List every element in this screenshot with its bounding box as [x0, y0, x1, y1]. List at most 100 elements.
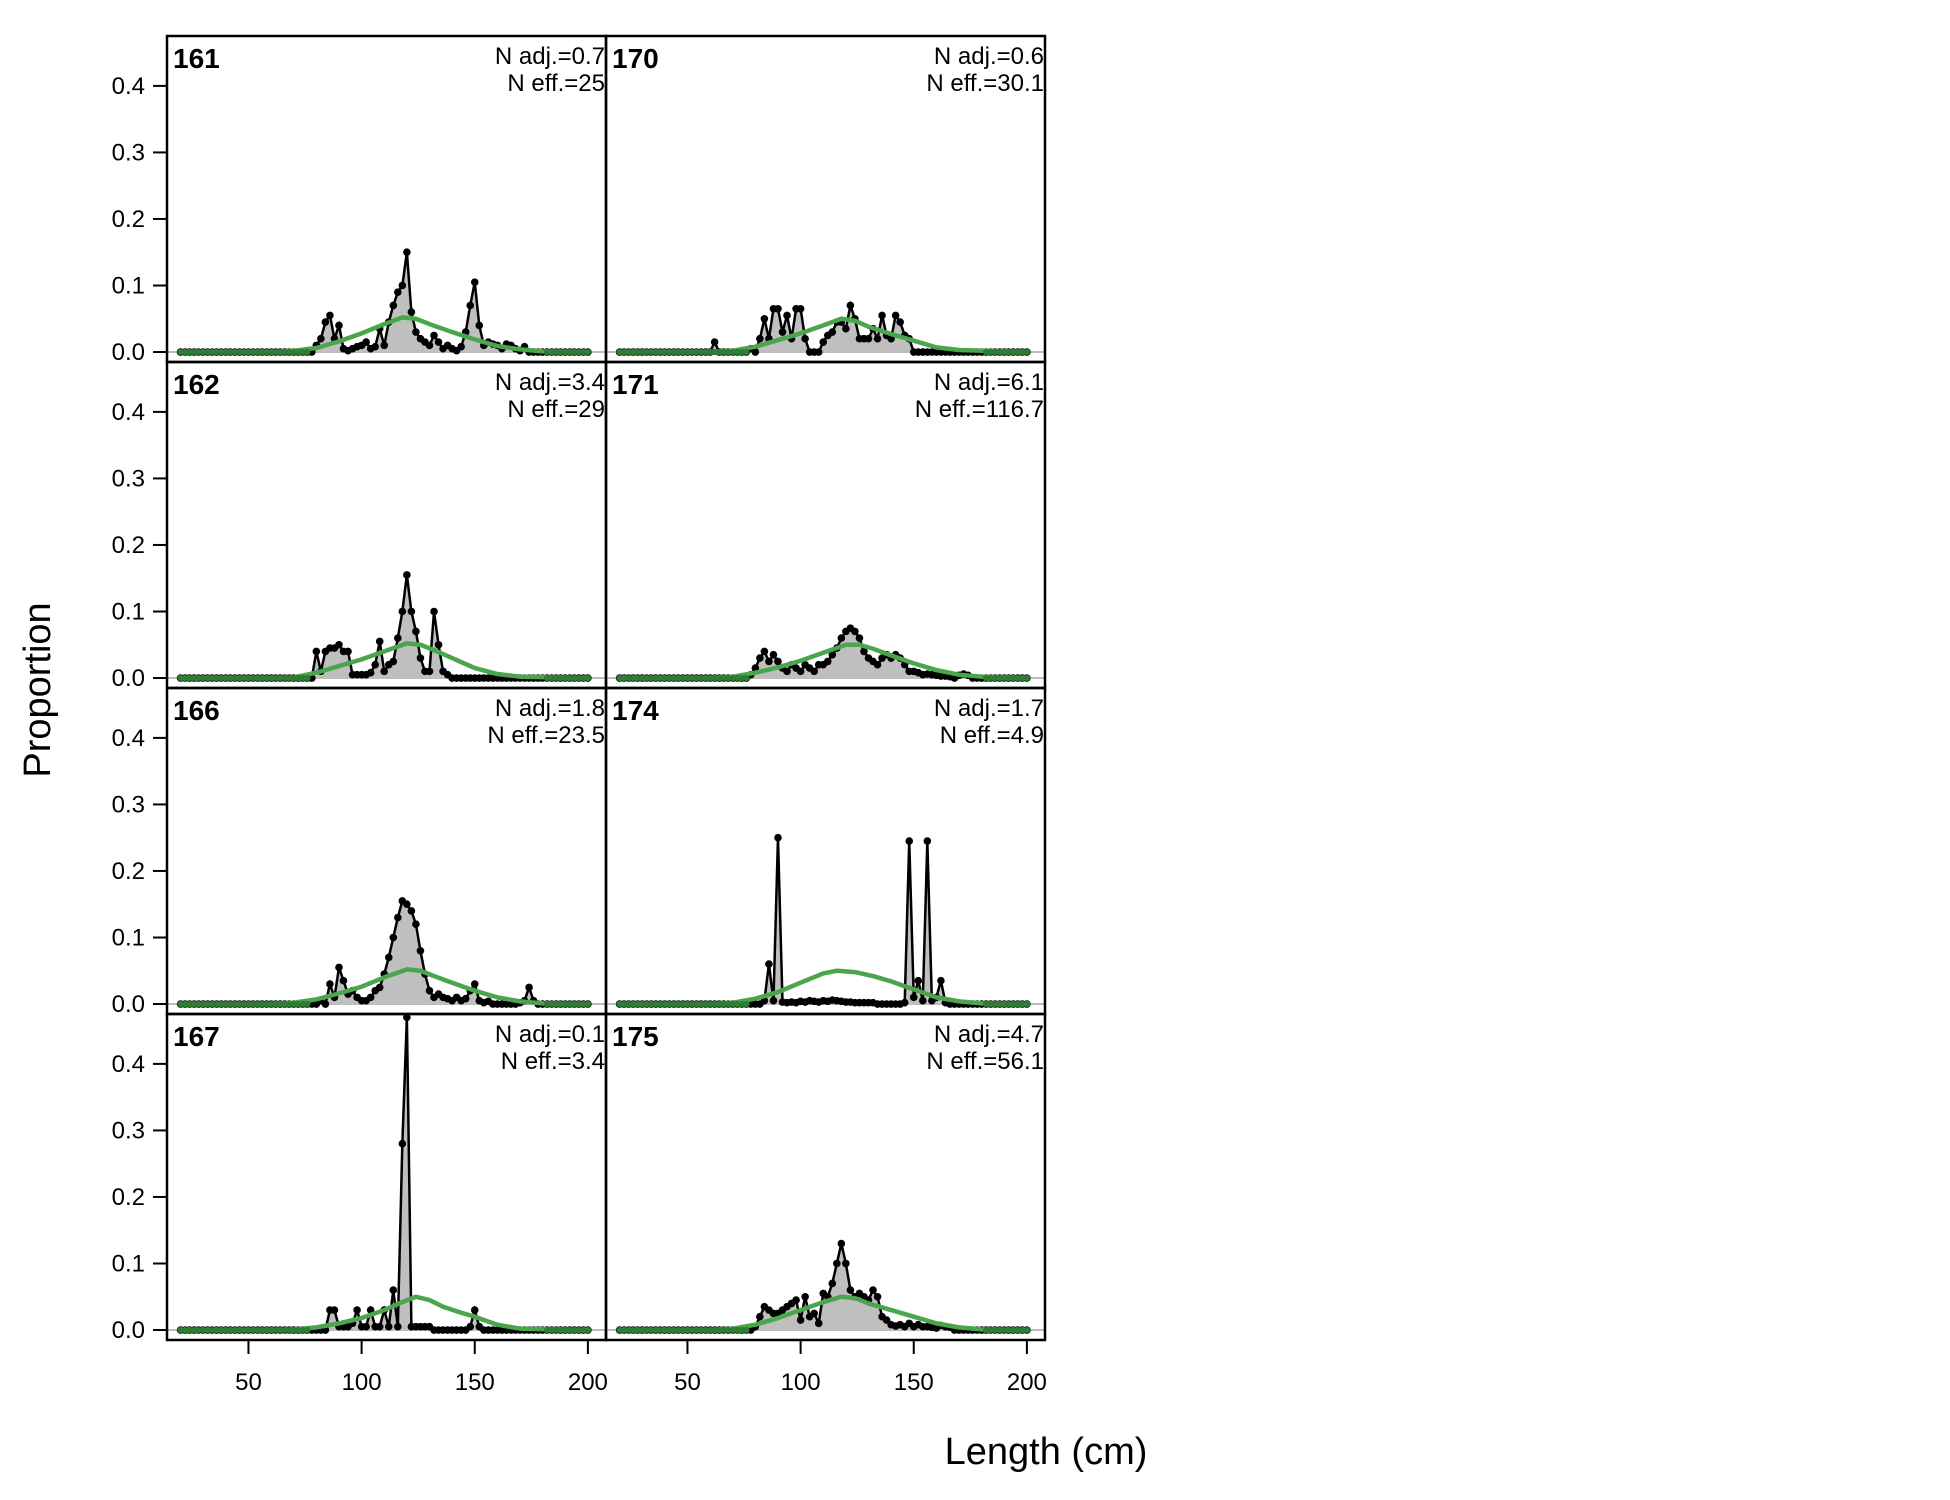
expected-point [1019, 1326, 1026, 1334]
observed-area [180, 900, 588, 1005]
expected-point [996, 1326, 1003, 1334]
n-adj-label: N adj.=0.6 [934, 43, 1044, 70]
expected-point [285, 1326, 293, 1334]
observed-point [384, 953, 393, 962]
expected-point [666, 348, 673, 356]
expected-point [679, 674, 687, 682]
expected-point [580, 674, 587, 682]
expected-point [557, 348, 564, 356]
expected-point [634, 348, 641, 356]
expected-point [200, 348, 207, 356]
expected-point [240, 1326, 248, 1334]
observed-point [756, 654, 764, 662]
expected-point [276, 1000, 284, 1008]
expected-point [743, 348, 750, 356]
expected-point [620, 1000, 628, 1008]
expected-point [702, 674, 709, 682]
observed-point [394, 913, 402, 922]
observed-point [362, 338, 370, 346]
x-tick-label: 150 [894, 1369, 934, 1396]
observed-line [180, 252, 588, 354]
expected-point [734, 674, 741, 682]
expected-point [213, 1326, 220, 1334]
expected-point [666, 1326, 673, 1334]
observed-area [619, 837, 1027, 1005]
observed-point [769, 650, 778, 659]
expected-point [1014, 348, 1022, 356]
y-tick-label: 0.2 [112, 532, 145, 559]
expected-point [639, 1326, 646, 1334]
observed-point [792, 1296, 800, 1304]
expected-point [209, 1326, 216, 1334]
expected-point [557, 1326, 564, 1334]
expected-line [180, 967, 588, 1007]
expected-point [625, 1326, 632, 1334]
expected-point [222, 1000, 230, 1008]
expected-point [657, 1000, 664, 1008]
observed-point [837, 1239, 846, 1248]
observed-point [407, 308, 416, 316]
expected-point [186, 674, 193, 682]
expected-point [557, 1000, 564, 1008]
expected-point [195, 1326, 202, 1334]
observed-point [403, 571, 411, 579]
observed-point [475, 321, 484, 330]
expected-point [625, 348, 632, 356]
expected-point [629, 1000, 637, 1008]
observed-point [774, 304, 782, 313]
observed-point [326, 311, 334, 320]
expected-point [231, 1000, 239, 1008]
expected-point [652, 348, 659, 356]
observed-point [769, 996, 778, 1005]
observed-point [833, 1259, 841, 1268]
expected-point [267, 1326, 275, 1334]
observed-point [321, 1000, 330, 1008]
observed-point [796, 304, 805, 313]
expected-point [236, 348, 243, 356]
observed-point [339, 976, 348, 985]
expected-point [254, 1000, 261, 1008]
expected-point [553, 348, 560, 356]
expected-point [281, 674, 288, 682]
panel-171: 171 N adj.=6.1N eff.=116.7 [604, 360, 1047, 690]
observed-point [412, 920, 420, 928]
expected-point [657, 348, 664, 356]
panel-label: 162 [173, 369, 220, 400]
expected-point [285, 674, 293, 682]
expected-point [688, 348, 696, 356]
observed-point [466, 1322, 475, 1331]
observed-point [864, 334, 873, 343]
observed-point [783, 667, 791, 676]
expected-point [620, 1326, 628, 1334]
expected-point [1023, 1326, 1031, 1334]
expected-point [181, 674, 189, 682]
y-tick-label: 0.2 [112, 206, 145, 233]
expected-point [295, 674, 302, 682]
expected-point [263, 348, 270, 356]
expected-point [258, 348, 266, 356]
expected-point [661, 674, 669, 682]
expected-point [996, 348, 1003, 356]
expected-point [675, 674, 682, 682]
expected-point [675, 348, 682, 356]
n-eff-label: N eff.=56.1 [926, 1048, 1044, 1075]
expected-point [670, 348, 678, 356]
expected-point [697, 348, 705, 356]
expected-point [670, 1326, 678, 1334]
expected-point [657, 674, 664, 682]
expected-point [706, 674, 714, 682]
expected-point [688, 1326, 696, 1334]
expected-point [295, 348, 302, 356]
observed-point [801, 334, 809, 343]
expected-point [236, 1326, 243, 1334]
y-tick-label: 0.0 [112, 339, 145, 366]
expected-point [290, 348, 297, 356]
expected-point [304, 1326, 311, 1334]
observed-point [394, 634, 402, 642]
expected-point [616, 1326, 623, 1334]
observed-point [869, 1286, 877, 1294]
observed-point [810, 667, 818, 676]
expected-point [724, 1000, 732, 1008]
observed-point [317, 334, 325, 343]
observed-point [878, 311, 886, 320]
